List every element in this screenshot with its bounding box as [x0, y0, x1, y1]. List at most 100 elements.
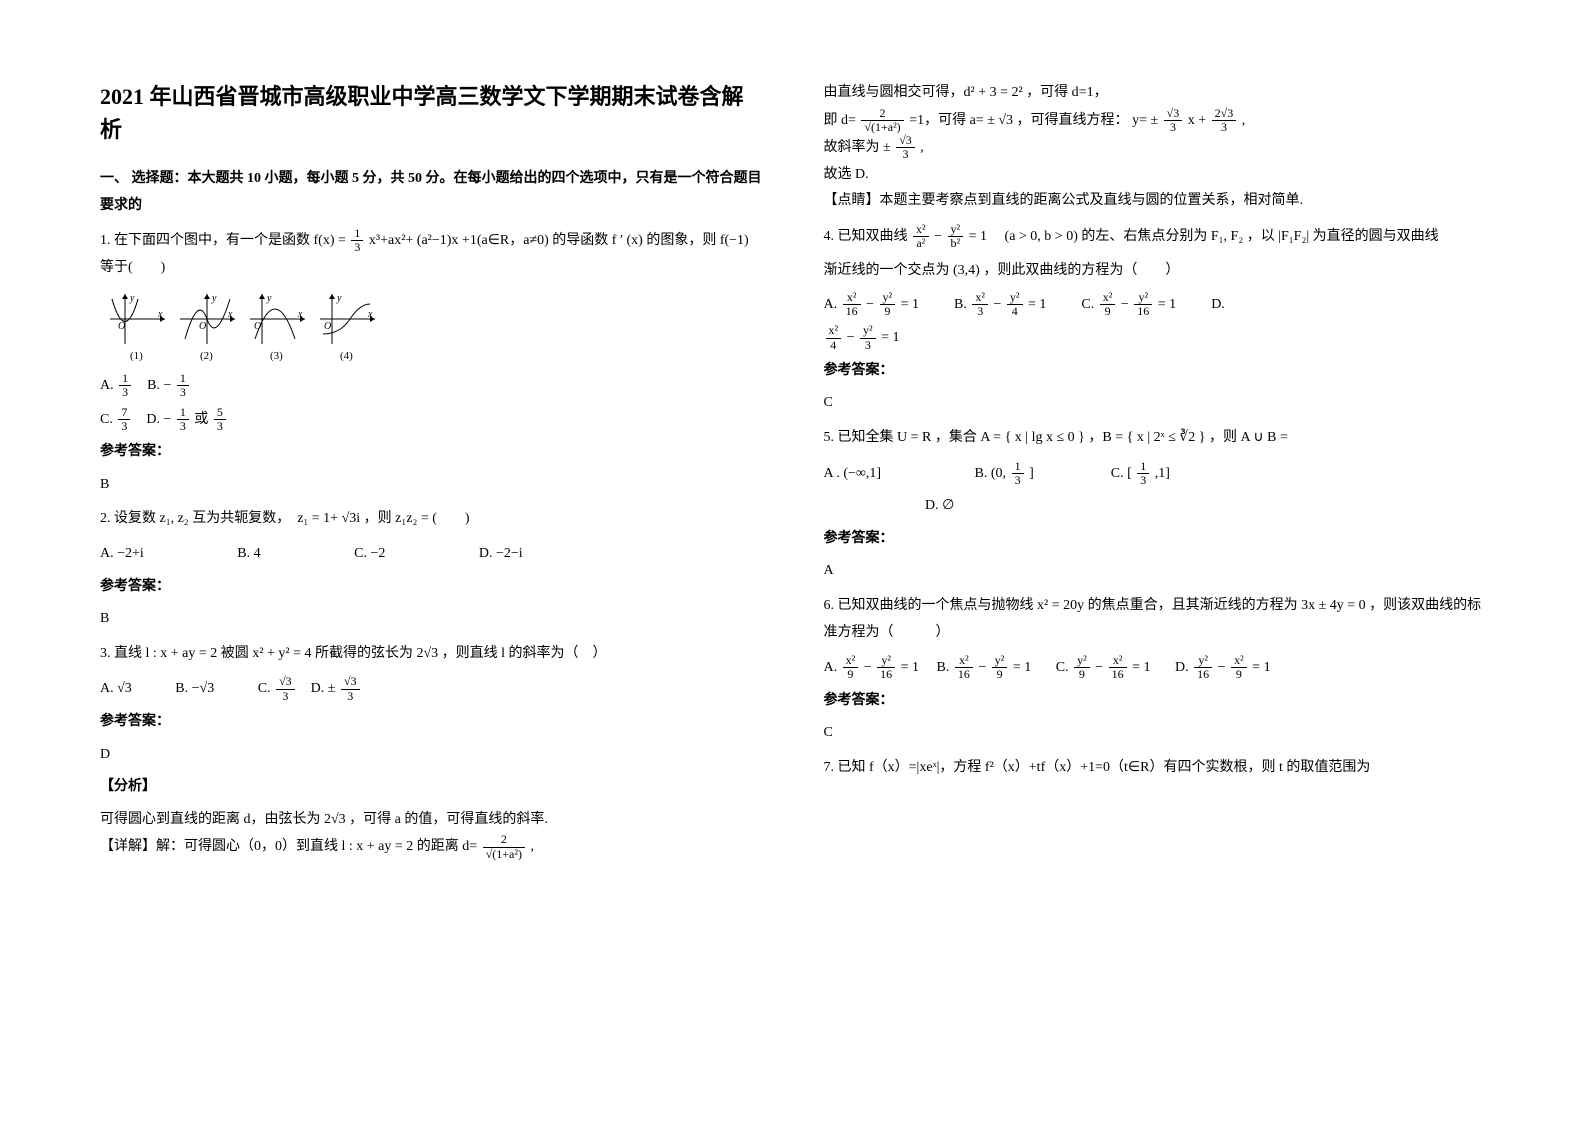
q3-detail-pre: 【详解】解：可得圆心（0，0）到直线 l : x + ay = 2 的距离: [100, 839, 462, 854]
q5-optD: D. ∅: [925, 498, 954, 513]
q3-answer: D: [100, 742, 764, 769]
q1-optD-frac2: 5 3: [214, 406, 226, 433]
q6-answer-label: 参考答案：: [824, 688, 1488, 715]
q4-minus: −: [934, 229, 942, 244]
q1-optB-label: B. −: [147, 378, 171, 393]
q6-answer: C: [824, 720, 1488, 747]
q2-options: A. −2+i B. 4 C. −2 D. −2−i: [100, 541, 764, 568]
q4-eq: = 1: [969, 229, 987, 244]
svg-text:y: y: [211, 293, 217, 304]
r-line3: 故斜率为 ± √3 3 ,: [824, 134, 1488, 162]
r-line2: 即 d= 2 √(1+a²) =1，可得 a= ± √3 ，可得直线方程： y=…: [824, 107, 1488, 135]
q4-answer: C: [824, 390, 1488, 417]
q6C-f2: x²16: [1109, 654, 1127, 681]
q1-fraction: 1 3: [351, 227, 363, 254]
q4C-f2: y²16: [1134, 291, 1152, 318]
svg-text:(3): (3): [270, 350, 283, 362]
q1-optD-or: 或: [194, 412, 208, 427]
q2-optB: B. 4: [237, 541, 260, 568]
svg-text:(1): (1): [130, 350, 143, 362]
question-7: 7. 已知 f（x）=|xeˣ|，方程 f²（x）+tf（x）+1=0（t∈R）…: [824, 755, 1488, 782]
q1-stem-pre: 1. 在下面四个图中，有一个是函数 f(x) =: [100, 233, 349, 248]
r-line2-d: d=: [841, 113, 856, 128]
r-line2-pre: 即: [824, 113, 842, 128]
q3-optC-pre: C.: [258, 681, 274, 696]
q6D-f1: y²16: [1194, 654, 1212, 681]
svg-text:O: O: [324, 321, 331, 332]
q6C-f1: y²9: [1074, 654, 1090, 681]
r-line1: 由直线与圆相交可得，d² + 3 = 2² ，可得 d=1，: [824, 80, 1488, 107]
question-4: 4. 已知双曲线 x² a² − y² b² = 1 (a > 0, b > 0…: [824, 223, 1488, 251]
q5-options: A . (−∞,1] B. (0, 13 ] C. [ 13 ,1]: [824, 460, 1488, 488]
r-line2-x: x +: [1188, 113, 1206, 128]
q1-optA-frac: 1 3: [119, 372, 131, 399]
q4-stem-pre: 4. 已知双曲线: [824, 229, 912, 244]
q4-frac1: x² a²: [913, 223, 929, 250]
q3-options: A. √3 B. −√3 C. √3 3 D. ± √3 3: [100, 675, 764, 703]
q4B-eq: = 1: [1028, 297, 1046, 312]
q1-optD-frac1: 1 3: [177, 406, 189, 433]
svg-text:x: x: [367, 309, 373, 320]
q1-optC-frac: 7 3: [118, 406, 130, 433]
svg-text:y: y: [266, 293, 272, 304]
q4-optD: x²4 − y²3 = 1: [824, 324, 1488, 352]
q6B-f2: y²9: [992, 654, 1008, 681]
q4-answer-label: 参考答案：: [824, 358, 1488, 385]
q4D-eq: = 1: [881, 330, 899, 345]
q2-optC: C. −2: [354, 541, 385, 568]
section-1-heading: 一、 选择题：本大题共 10 小题，每小题 5 分，共 50 分。在每小题给出的…: [100, 166, 764, 219]
right-column: 由直线与圆相交可得，d² + 3 = 2² ，可得 d=1， 即 d= 2 √(…: [824, 80, 1488, 861]
question-6: 6. 已知双曲线的一个焦点与抛物线 x² = 20y 的焦点重合，且其渐近线的方…: [824, 593, 1488, 646]
q1-optB-frac: 1 3: [177, 372, 189, 399]
q2-answer-label: 参考答案：: [100, 574, 764, 601]
q4A-eq: = 1: [901, 297, 919, 312]
question-5: 5. 已知全集 U = R ，集合 A = { x | lg x ≤ 0 } ，…: [824, 425, 1488, 452]
q5B-l: (0,: [991, 466, 1006, 481]
q3-answer-label: 参考答案：: [100, 709, 764, 736]
q4B-f1: x²3: [972, 291, 988, 318]
question-2: 2. 设复数 z₁, z₂ 互为共轭复数， z₁ = 1+ √3i ，则 z₁z…: [100, 506, 764, 533]
q4C-eq: = 1: [1158, 297, 1176, 312]
r-line2-mid: =1，可得 a= ± √3 ，可得直线方程：: [909, 113, 1128, 128]
svg-text:y: y: [129, 293, 135, 304]
q5B-r: ]: [1029, 466, 1034, 481]
q3-optD-pre: D. ±: [311, 681, 336, 696]
q1-optD-label: D. −: [146, 412, 171, 427]
q6B-f1: x²16: [955, 654, 973, 681]
q1-graph-set: O x y (1) O x y (2): [100, 289, 390, 364]
svg-text:x: x: [297, 309, 303, 320]
q5C-l: [: [1127, 466, 1132, 481]
q3-detail-frac: 2 √(1+a²): [483, 833, 525, 860]
q1-answer-label: 参考答案：: [100, 439, 764, 466]
page-title: 2021 年山西省晋城市高级职业中学高三数学文下学期期末试卷含解析: [100, 80, 764, 146]
q3-analysis-text: 可得圆心到直线的距离 d，由弦长为 2√3 ，可得 a 的值，可得直线的斜率.: [100, 807, 764, 834]
q6D-f2: x²9: [1231, 654, 1247, 681]
r-line3-pre: 故斜率为: [824, 140, 884, 155]
svg-text:x: x: [157, 309, 163, 320]
q1-optC-label: C.: [100, 412, 113, 427]
q5C-pre: C.: [1111, 466, 1127, 481]
q2-optD: D. −2−i: [479, 541, 523, 568]
svg-text:y: y: [336, 293, 342, 304]
svg-text:x: x: [227, 309, 233, 320]
svg-text:O: O: [199, 321, 206, 332]
q1-optA-label: A.: [100, 378, 114, 393]
q6A-f2: y²16: [877, 654, 895, 681]
q2-optA: A. −2+i: [100, 541, 144, 568]
r-line3-pm: ±: [883, 140, 891, 155]
q5C-frac: 13: [1137, 460, 1149, 487]
q5-optD-row: D. ∅: [824, 493, 1488, 520]
q5C-r: ,1]: [1155, 466, 1170, 481]
q4-stem2: 渐近线的一个交点为 (3,4) ，则此双曲线的方程为（ ）: [824, 258, 1488, 285]
q4C-f1: x²9: [1100, 291, 1116, 318]
q4D-f2: y²3: [860, 324, 876, 351]
left-column: 2021 年山西省晋城市高级职业中学高三数学文下学期期末试卷含解析 一、 选择题…: [100, 80, 764, 861]
q5B-pre: B.: [975, 466, 991, 481]
question-3: 3. 直线 l : x + ay = 2 被圆 x² + y² = 4 所截得的…: [100, 641, 764, 668]
r-line5: 【点睛】本题主要考察点到直线的距离公式及直线与圆的位置关系，相对简单.: [824, 188, 1488, 215]
svg-text:O: O: [254, 321, 261, 332]
q3-analysis-head: 【分析】: [100, 774, 764, 801]
q3-optD-frac: √3 3: [341, 675, 360, 702]
svg-text:(2): (2): [200, 350, 213, 362]
q6-options: A. x²9 − y²16 = 1 B. x²16 − y²9 = 1 C. y…: [824, 654, 1488, 682]
